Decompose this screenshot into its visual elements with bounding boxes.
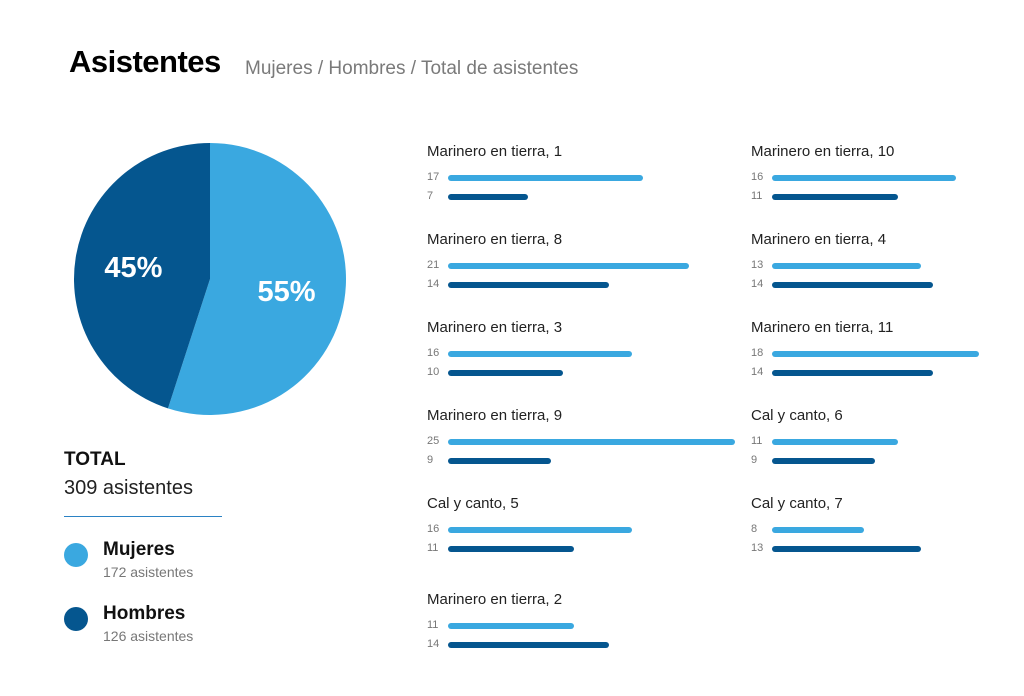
bar-mujeres (448, 623, 575, 629)
bar-mujeres (772, 439, 899, 445)
total-heading: TOTAL (64, 449, 126, 470)
bar-value-label: 8 (751, 523, 758, 535)
bar-value-label: 14 (751, 278, 764, 290)
bar-group-title: Marinero en tierra, 11 (751, 319, 894, 336)
bar-mujeres (772, 175, 956, 181)
bar-hombres (772, 282, 933, 288)
bar-group-title: Cal y canto, 6 (751, 407, 843, 424)
bar-value-label: 14 (427, 638, 440, 650)
bar-mujeres (448, 175, 644, 181)
bar-value-label: 16 (751, 171, 764, 183)
bar-value-label: 13 (751, 259, 764, 271)
legend-dot-hombres (64, 607, 88, 631)
pie-chart: 55% 45% (74, 143, 347, 416)
bar-value-label: 17 (427, 171, 440, 183)
bar-value-label: 14 (427, 278, 440, 290)
bar-value-label: 25 (427, 435, 440, 447)
bar-value-label: 16 (427, 347, 440, 359)
legend-label-hombres: Hombres (103, 603, 186, 624)
bar-mujeres (448, 439, 735, 445)
bar-hombres (448, 642, 609, 648)
legend-count-mujeres: 172 asistentes (103, 564, 194, 580)
pie-slice-hombres (74, 143, 210, 409)
bar-value-label: 18 (751, 347, 764, 359)
bar-mujeres (448, 527, 632, 533)
legend-dot-mujeres (64, 543, 88, 567)
bar-mujeres (448, 351, 632, 357)
bar-value-label: 11 (427, 542, 439, 554)
bar-value-label: 21 (427, 259, 440, 271)
legend-label-mujeres: Mujeres (103, 539, 175, 560)
bar-hombres (448, 370, 563, 376)
bar-group-title: Marinero en tierra, 2 (427, 591, 563, 608)
page-title: Asistentes (69, 44, 221, 79)
bar-value-label: 9 (427, 454, 434, 466)
bar-value-label: 13 (751, 542, 764, 554)
bar-group-title: Cal y canto, 7 (751, 495, 843, 512)
bar-value-label: 14 (751, 366, 764, 378)
bar-mujeres (772, 527, 864, 533)
bar-value-label: 11 (751, 435, 763, 447)
bar-value-label: 10 (427, 366, 440, 378)
legend-count-hombres: 126 asistentes (103, 628, 194, 644)
bar-group-title: Marinero en tierra, 10 (751, 143, 895, 160)
bar-hombres (772, 370, 933, 376)
bar-mujeres (772, 351, 979, 357)
bar-group-title: Marinero en tierra, 4 (751, 231, 887, 248)
total-value: 309 asistentes (64, 477, 193, 499)
bar-value-label: 7 (427, 190, 434, 202)
pie-slice-mujeres (167, 143, 347, 416)
bar-value-label: 11 (427, 619, 439, 631)
bar-hombres (448, 194, 529, 200)
bar-mujeres (448, 263, 690, 269)
bar-group-title: Marinero en tierra, 3 (427, 319, 563, 336)
bar-mujeres (772, 263, 922, 269)
bar-group-title: Marinero en tierra, 8 (427, 231, 563, 248)
bar-hombres (448, 546, 575, 552)
bar-hombres (772, 458, 876, 464)
pie-label-mujeres: 55% (258, 276, 316, 308)
page-subtitle: Mujeres / Hombres / Total de asistentes (245, 58, 579, 79)
bar-value-label: 16 (427, 523, 440, 535)
bar-group-title: Marinero en tierra, 1 (427, 143, 563, 160)
bar-hombres (448, 282, 609, 288)
bar-group-title: Cal y canto, 5 (427, 495, 519, 512)
bar-group-title: Marinero en tierra, 9 (427, 407, 563, 424)
bar-value-label: 11 (751, 190, 763, 202)
bar-hombres (448, 458, 552, 464)
pie-label-hombres: 45% (104, 252, 162, 284)
bar-hombres (772, 194, 899, 200)
bar-hombres (772, 546, 922, 552)
divider (64, 516, 222, 517)
bar-value-label: 9 (751, 454, 758, 466)
